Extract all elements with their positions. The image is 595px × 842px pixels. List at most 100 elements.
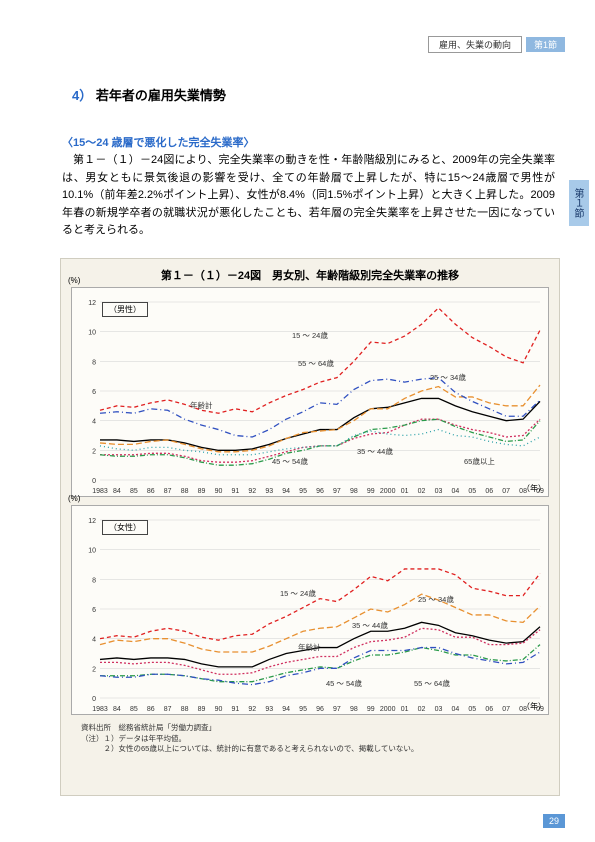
breadcrumb: 雇用、失業の動向 xyxy=(428,36,522,53)
svg-text:1983: 1983 xyxy=(92,488,108,495)
svg-text:25 ～ 34歳: 25 ～ 34歳 xyxy=(418,594,454,604)
svg-text:2000: 2000 xyxy=(380,706,396,713)
svg-text:88: 88 xyxy=(181,706,189,713)
svg-text:92: 92 xyxy=(248,706,256,713)
svg-text:25 ～ 34歳: 25 ～ 34歳 xyxy=(430,372,466,382)
page-number: 29 xyxy=(543,814,565,828)
svg-text:05: 05 xyxy=(468,488,476,495)
x-unit: （年） xyxy=(522,701,546,712)
svg-text:89: 89 xyxy=(198,488,206,495)
svg-text:97: 97 xyxy=(333,488,341,495)
panel-label: （男性） xyxy=(102,302,148,317)
svg-text:86: 86 xyxy=(147,706,155,713)
x-unit: （年） xyxy=(522,483,546,494)
svg-text:年齢計: 年齢計 xyxy=(298,642,321,652)
svg-text:96: 96 xyxy=(316,488,324,495)
svg-text:15 ～ 24歳: 15 ～ 24歳 xyxy=(292,330,328,340)
svg-text:02: 02 xyxy=(418,488,426,495)
panel-label: （女性） xyxy=(102,520,148,535)
svg-text:03: 03 xyxy=(435,488,443,495)
chart-panel: (%) （男性） （年） 024681012198384858687888990… xyxy=(71,287,549,497)
svg-text:98: 98 xyxy=(350,488,358,495)
svg-text:85: 85 xyxy=(130,706,138,713)
svg-text:99: 99 xyxy=(367,706,375,713)
svg-text:84: 84 xyxy=(113,706,121,713)
section-title-text: 若年者の雇用失業情勢 xyxy=(96,88,226,103)
note-source: 資料出所 総務省統計局「労働力調査」 xyxy=(81,723,539,734)
svg-text:03: 03 xyxy=(435,706,443,713)
svg-text:89: 89 xyxy=(198,706,206,713)
svg-text:6: 6 xyxy=(92,607,96,614)
svg-text:07: 07 xyxy=(502,488,510,495)
svg-text:98: 98 xyxy=(350,706,358,713)
svg-text:04: 04 xyxy=(451,488,459,495)
svg-text:91: 91 xyxy=(231,488,239,495)
svg-text:2: 2 xyxy=(92,448,96,455)
svg-text:8: 8 xyxy=(92,577,96,584)
svg-text:02: 02 xyxy=(418,706,426,713)
svg-text:0: 0 xyxy=(92,478,96,485)
svg-text:15 ～ 24歳: 15 ～ 24歳 xyxy=(280,588,316,598)
svg-text:35 ～ 44歳: 35 ～ 44歳 xyxy=(357,446,393,456)
svg-text:05: 05 xyxy=(468,706,476,713)
note-1: （注）１）データは年平均値。 xyxy=(81,734,539,745)
svg-text:55 ～ 64歳: 55 ～ 64歳 xyxy=(298,358,334,368)
svg-text:6: 6 xyxy=(92,389,96,396)
note-2: ２）女性の65歳以上については、統計的に有意であると考えられないので、掲載してい… xyxy=(81,744,539,755)
body-text: 第１－（１）－24図により、完全失業率の動きを性・年齢階級別にみると、2009年… xyxy=(62,152,555,240)
svg-text:90: 90 xyxy=(215,488,223,495)
svg-text:10: 10 xyxy=(88,548,96,555)
svg-text:06: 06 xyxy=(485,706,493,713)
svg-text:8: 8 xyxy=(92,359,96,366)
svg-text:年齢計: 年齢計 xyxy=(190,400,213,410)
svg-text:2000: 2000 xyxy=(380,488,396,495)
svg-text:65歳以上: 65歳以上 xyxy=(464,456,495,466)
svg-text:93: 93 xyxy=(265,706,273,713)
side-tab: 第１節 xyxy=(569,180,589,226)
svg-text:90: 90 xyxy=(215,706,223,713)
svg-text:87: 87 xyxy=(164,488,172,495)
svg-text:1983: 1983 xyxy=(92,706,108,713)
svg-text:01: 01 xyxy=(401,706,409,713)
chart-svg: 0246810121983848586878889909192939495969… xyxy=(72,288,550,498)
svg-text:93: 93 xyxy=(265,488,273,495)
chart-container: 第１－（１）－24図 男女別、年齢階級別完全失業率の推移 (%) （男性） （年… xyxy=(60,258,560,796)
svg-text:04: 04 xyxy=(451,706,459,713)
svg-text:87: 87 xyxy=(164,706,172,713)
y-unit: (%) xyxy=(68,276,80,285)
section-title: 4） 若年者の雇用失業情勢 xyxy=(72,85,226,104)
svg-text:4: 4 xyxy=(92,419,96,426)
svg-text:07: 07 xyxy=(502,706,510,713)
section-num: 4） xyxy=(72,88,92,103)
svg-text:92: 92 xyxy=(248,488,256,495)
svg-text:94: 94 xyxy=(282,706,290,713)
svg-text:95: 95 xyxy=(299,488,307,495)
chart-title: 第１－（１）－24図 男女別、年齢階級別完全失業率の推移 xyxy=(61,259,559,287)
svg-text:10: 10 xyxy=(88,330,96,337)
y-unit: (%) xyxy=(68,494,80,503)
chart-panel: (%) （女性） （年） 024681012198384858687888990… xyxy=(71,505,549,715)
svg-text:45 ～ 54歳: 45 ～ 54歳 xyxy=(326,678,362,688)
svg-text:35 ～ 44歳: 35 ～ 44歳 xyxy=(352,620,388,630)
svg-text:97: 97 xyxy=(333,706,341,713)
header-bar: 雇用、失業の動向 第1節 xyxy=(428,36,565,53)
svg-text:94: 94 xyxy=(282,488,290,495)
subsection-title: 〈15～24 歳層で悪化した完全失業率〉 xyxy=(62,134,255,150)
svg-text:12: 12 xyxy=(88,518,96,525)
chart-svg: 0246810121983848586878889909192939495969… xyxy=(72,506,550,716)
svg-text:99: 99 xyxy=(367,488,375,495)
svg-text:01: 01 xyxy=(401,488,409,495)
svg-text:12: 12 xyxy=(88,300,96,307)
svg-text:45 ～ 54歳: 45 ～ 54歳 xyxy=(272,456,308,466)
svg-text:91: 91 xyxy=(231,706,239,713)
svg-text:0: 0 xyxy=(92,696,96,703)
svg-text:95: 95 xyxy=(299,706,307,713)
svg-text:06: 06 xyxy=(485,488,493,495)
svg-text:2: 2 xyxy=(92,666,96,673)
svg-text:84: 84 xyxy=(113,488,121,495)
svg-text:4: 4 xyxy=(92,637,96,644)
svg-text:55 ～ 64歳: 55 ～ 64歳 xyxy=(414,678,450,688)
svg-text:88: 88 xyxy=(181,488,189,495)
chart-notes: 資料出所 総務省統計局「労働力調査」 （注）１）データは年平均値。 ２）女性の6… xyxy=(61,723,559,761)
svg-text:85: 85 xyxy=(130,488,138,495)
